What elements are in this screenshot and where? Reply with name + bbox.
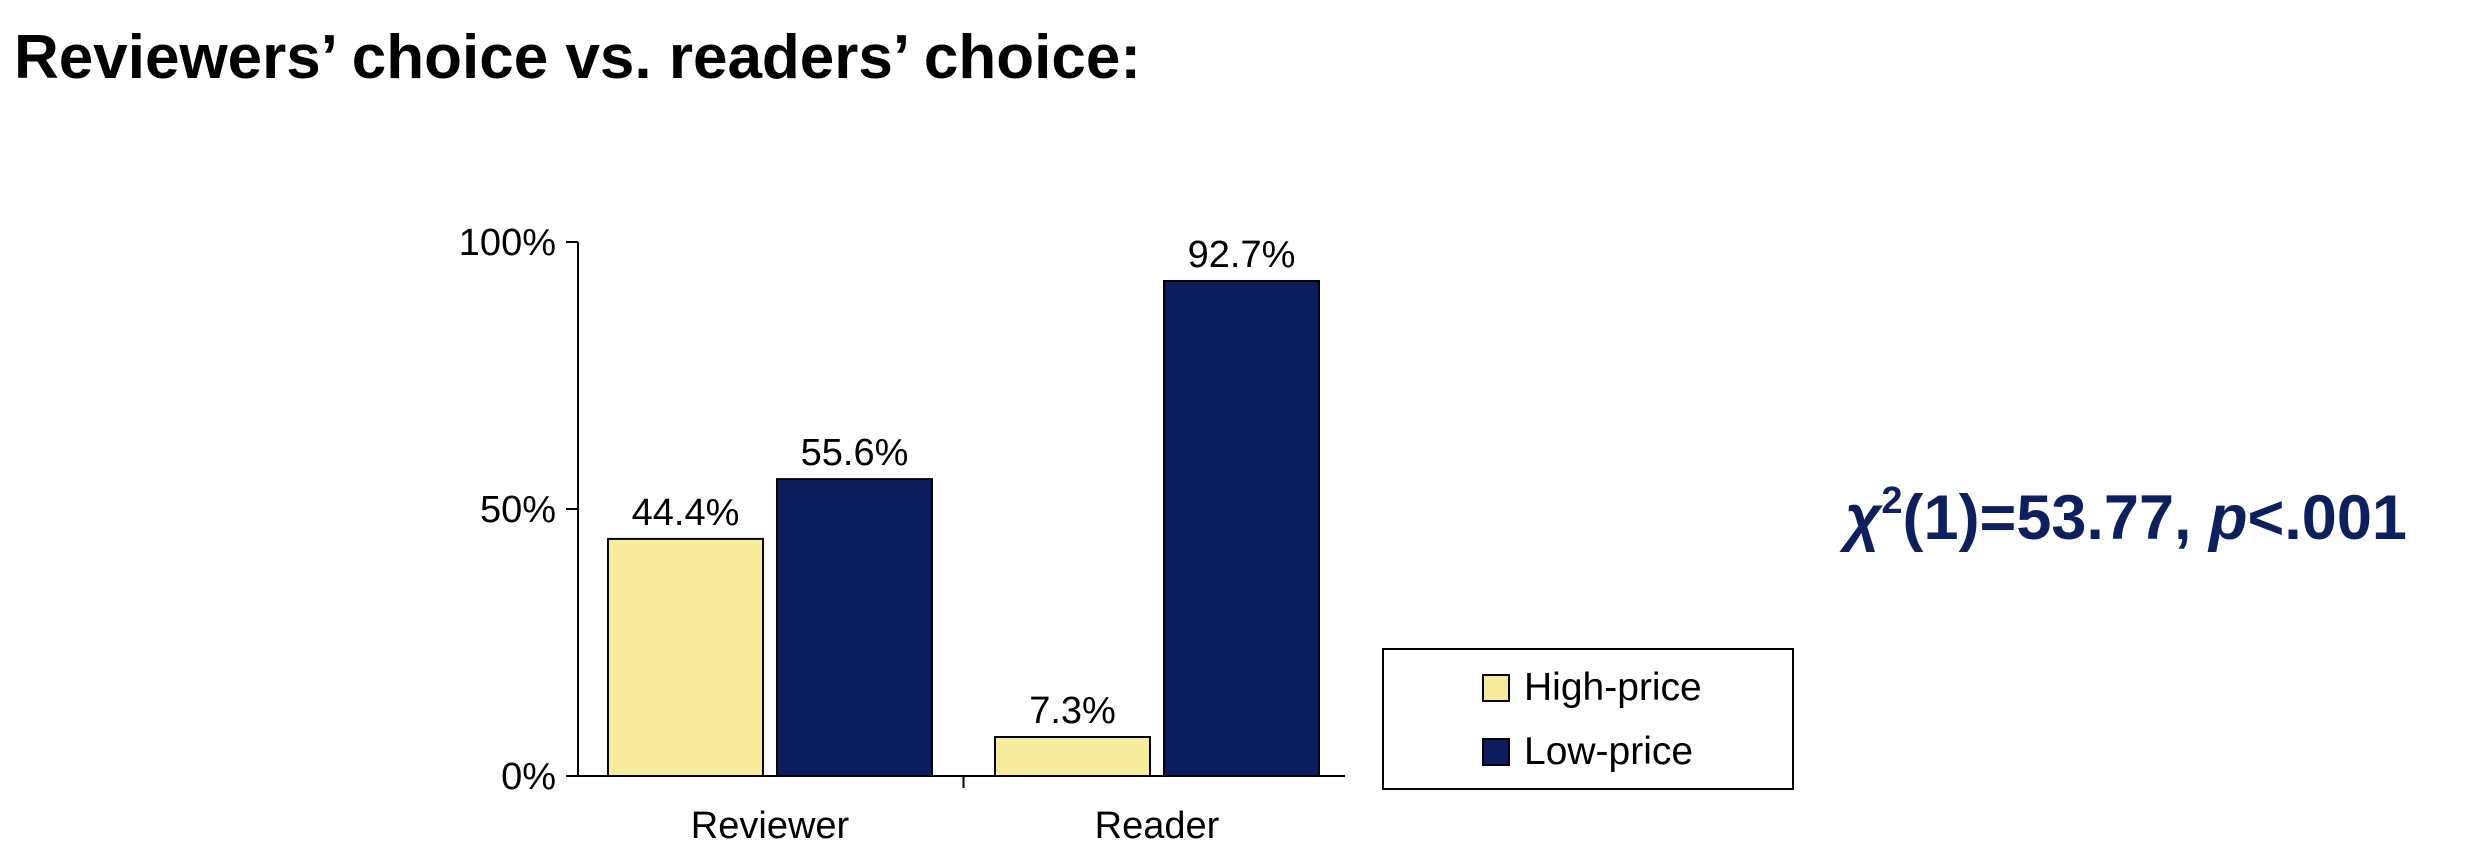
legend-label-low-price: Low-price <box>1524 730 1694 773</box>
data-label: 44.4% <box>632 492 740 534</box>
legend-label-high-price: High-price <box>1524 666 1702 709</box>
stat-df: (1)=53.77, <box>1902 483 2209 553</box>
x-tick-label: Reader <box>1095 805 1220 847</box>
y-tick-label: 100% <box>459 222 556 264</box>
slide-title: Reviewers’ choice vs. readers’ choice: <box>14 23 1141 92</box>
data-label: 55.6% <box>801 432 909 474</box>
legend-item-low-price: Low-price <box>1482 730 1694 773</box>
stat-chi: χ <box>1845 483 1882 553</box>
legend-swatch-low-price <box>1482 738 1510 766</box>
x-tick-label: Reviewer <box>691 805 850 847</box>
legend-item-high-price: High-price <box>1482 666 1702 709</box>
y-tick-label: 50% <box>480 489 556 531</box>
bar-high-price-reader <box>994 736 1151 778</box>
chart-legend: High-price Low-price <box>1382 648 1794 790</box>
y-tick-label: 0% <box>501 756 556 798</box>
data-label: 7.3% <box>1029 690 1116 732</box>
data-label: 92.7% <box>1188 234 1296 276</box>
stat-pval: <.001 <box>2247 483 2407 553</box>
legend-swatch-high-price <box>1482 674 1510 702</box>
bar-high-price-reviewer <box>607 537 764 777</box>
bar-low-price-reader <box>1163 279 1320 777</box>
stat-p: p <box>2209 483 2248 553</box>
chi-square-statistic: χ2(1)=53.77, p<.001 <box>1845 480 2407 554</box>
stat-superscript: 2 <box>1881 480 1903 522</box>
bar-low-price-reviewer <box>776 478 933 777</box>
